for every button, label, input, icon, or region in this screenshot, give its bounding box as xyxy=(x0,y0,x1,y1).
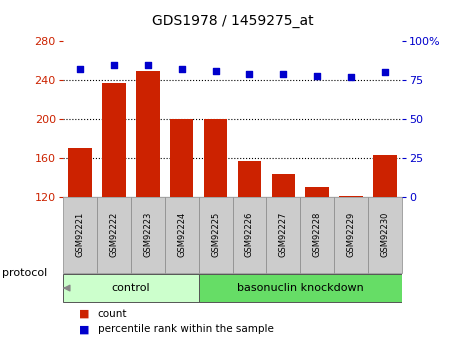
Bar xyxy=(170,119,193,197)
Bar xyxy=(334,197,368,273)
Point xyxy=(110,62,117,68)
Text: GSM92226: GSM92226 xyxy=(245,212,254,257)
Bar xyxy=(238,161,261,197)
Point xyxy=(313,73,321,78)
Bar xyxy=(199,274,402,302)
Bar xyxy=(131,197,165,273)
Point xyxy=(279,71,287,77)
Text: GSM92223: GSM92223 xyxy=(143,212,152,257)
Bar xyxy=(300,197,334,273)
Text: percentile rank within the sample: percentile rank within the sample xyxy=(98,325,273,334)
Bar xyxy=(339,196,363,197)
Text: ■: ■ xyxy=(79,325,90,334)
Bar xyxy=(165,197,199,273)
Point xyxy=(381,70,389,75)
Point xyxy=(212,68,219,73)
Point xyxy=(144,62,151,68)
Text: GSM92225: GSM92225 xyxy=(211,212,220,257)
Point xyxy=(347,74,355,80)
Bar xyxy=(232,197,266,273)
Bar xyxy=(102,83,126,197)
Text: GSM92222: GSM92222 xyxy=(109,212,118,257)
Text: GSM92224: GSM92224 xyxy=(177,212,186,257)
Text: basonuclin knockdown: basonuclin knockdown xyxy=(237,283,364,293)
Text: protocol: protocol xyxy=(2,268,47,277)
Bar xyxy=(306,187,329,197)
Text: GSM92221: GSM92221 xyxy=(75,212,84,257)
Text: GSM92228: GSM92228 xyxy=(313,212,322,257)
Point xyxy=(76,67,83,72)
Bar xyxy=(266,197,300,273)
Bar xyxy=(204,119,227,197)
Text: count: count xyxy=(98,309,127,319)
Bar xyxy=(136,70,159,197)
Bar xyxy=(199,197,232,273)
Bar xyxy=(97,197,131,273)
Text: GDS1978 / 1459275_at: GDS1978 / 1459275_at xyxy=(152,14,313,28)
Text: control: control xyxy=(111,283,150,293)
Point xyxy=(178,67,185,72)
Text: GSM92229: GSM92229 xyxy=(347,212,356,257)
Bar xyxy=(63,274,199,302)
Point xyxy=(246,71,253,77)
Text: GSM92227: GSM92227 xyxy=(279,212,288,257)
Bar xyxy=(272,174,295,197)
Text: GSM92230: GSM92230 xyxy=(381,212,390,257)
Bar xyxy=(368,197,402,273)
Bar xyxy=(63,197,97,273)
Bar xyxy=(68,148,92,197)
Bar xyxy=(373,155,397,197)
Text: ■: ■ xyxy=(79,309,90,319)
